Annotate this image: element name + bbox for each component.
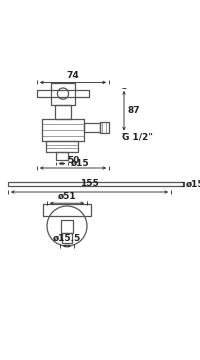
Text: ø15.5: ø15.5 [53,234,81,243]
Text: 50: 50 [67,156,79,165]
Text: ø15: ø15 [70,159,89,168]
Text: ø51: ø51 [58,192,76,201]
Text: ø15: ø15 [186,180,200,189]
Text: 155: 155 [80,179,99,188]
Text: G 1/2": G 1/2" [122,132,153,141]
Text: 87: 87 [127,106,140,115]
Text: 74: 74 [67,71,79,80]
